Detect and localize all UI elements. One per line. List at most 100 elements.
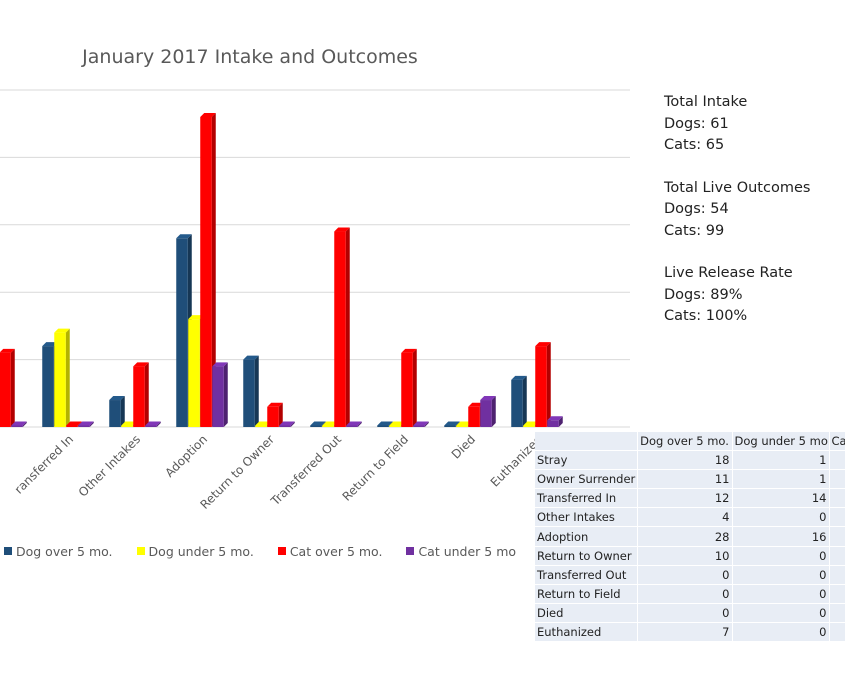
stat-line: Cats: 65: [664, 137, 725, 153]
table-cell: Transferred In: [535, 488, 638, 509]
table-cell: 0: [732, 565, 830, 585]
table-cell: 1: [732, 450, 830, 471]
bar: [212, 362, 228, 427]
bar: [109, 396, 125, 427]
bar: [200, 112, 216, 428]
bar: [54, 328, 70, 427]
legend-swatch: [4, 547, 12, 555]
legend-item: Cat over 5 mo.: [277, 543, 383, 559]
table-cell: [829, 507, 845, 528]
bar: [0, 348, 15, 427]
table-header-cell: [535, 432, 638, 452]
table-cell: Euthanized: [535, 622, 638, 643]
table-cell: Transferred Out: [535, 565, 638, 585]
bar: [78, 421, 94, 427]
legend-label: Dog over 5 mo.: [16, 543, 113, 559]
table-header-cell: Dog over 5 mo.: [637, 432, 733, 452]
table-header-row: Dog over 5 mo. Dog under 5 mo. Ca: [535, 432, 845, 452]
chart-title: January 2017 Intake and Outcomes: [81, 46, 418, 68]
table-row: Adoption 28 16: [535, 526, 845, 547]
legend-label: Cat over 5 mo.: [289, 543, 383, 559]
table-cell: 0: [732, 507, 830, 528]
bar: [413, 421, 429, 427]
stat-heading: Live Release Rate: [664, 265, 793, 281]
bar: [511, 375, 527, 427]
stat-group: Total Live Outcomes Dogs: 54 Cats: 99: [664, 178, 842, 243]
legend-swatch: [277, 547, 286, 555]
table-cell: 1: [732, 469, 830, 490]
bar: [145, 421, 161, 427]
summary-stats: Total Intake Dogs: 61 Cats: 65 Total Live O…: [664, 92, 842, 349]
table-cell: 0: [732, 603, 830, 623]
bar: [279, 421, 295, 427]
table-cell: Other Intakes: [535, 507, 638, 528]
table-cell: 0: [637, 584, 733, 604]
bar: [133, 362, 149, 427]
table-row: Transferred In 12 14: [535, 488, 845, 509]
table-cell: 0: [732, 584, 830, 604]
data-table: Dog over 5 mo. Dog under 5 mo. Ca Stray1…: [535, 432, 845, 643]
stat-line: Cats: 99: [664, 222, 725, 239]
table-cell: [829, 526, 845, 547]
table-cell: 11: [637, 469, 733, 490]
bar: [334, 227, 350, 427]
bar: [547, 416, 563, 427]
table-cell: [829, 488, 845, 509]
table-cell: Return to Field: [535, 584, 638, 604]
table-row: Return to Field 0 0: [535, 584, 845, 604]
stat-line: Dogs: 89%: [664, 286, 743, 303]
table-cell: 7: [637, 622, 733, 643]
stat-line: Dogs: 54: [664, 201, 729, 217]
legend-swatch: [136, 547, 145, 555]
legend-item: Dog over 5 mo.: [4, 544, 113, 559]
bar: [11, 421, 27, 427]
bar: [243, 355, 259, 427]
bar: [401, 348, 417, 427]
table-cell: 0: [732, 546, 830, 566]
table-cell: 0: [637, 565, 733, 585]
table-cell: Return to Owner: [535, 546, 638, 566]
x-tick-label: ransferred In: [12, 432, 76, 496]
table-header-cell: Dog under 5 mo.: [732, 432, 830, 452]
table-cell: [829, 584, 845, 604]
table-cell: 14: [732, 488, 830, 509]
table-cell: [829, 469, 845, 490]
stat-line: Cats: 100%: [664, 308, 748, 324]
legend-label: Dog under 5 mo.: [148, 543, 254, 559]
stat-group: Total Intake Dogs: 61 Cats: 65: [664, 92, 842, 157]
legend-item: Dog under 5 mo.: [136, 543, 254, 559]
legend-item: Cat under 5 mo: [406, 544, 516, 559]
x-tick-label: Adoption: [162, 432, 210, 480]
table-cell: 0: [637, 603, 733, 623]
x-tick-label: Return to Owner: [197, 432, 277, 512]
bar: [346, 421, 362, 427]
bar: [267, 402, 283, 427]
table-cell: Died: [535, 603, 638, 623]
table-cell: 16: [732, 526, 830, 547]
bar: [480, 396, 496, 427]
table-cell: [829, 603, 845, 623]
table-cell: 18: [637, 450, 733, 471]
table-cell: [829, 546, 845, 566]
table-cell: 12: [637, 488, 733, 509]
x-tick-label: Return to Field: [340, 432, 412, 504]
table-cell: [829, 622, 845, 643]
x-tick-label: Died: [449, 432, 478, 461]
table-cell: [829, 450, 845, 471]
x-tick-labels: ransferred In Other Intakes AdoptionReturn…: [12, 432, 545, 512]
table-cell: [829, 565, 845, 585]
x-tick-label: Other Intakes: [76, 432, 143, 499]
table-cell: 28: [637, 526, 733, 547]
legend-swatch: [406, 547, 415, 555]
table-cell: Adoption: [535, 526, 638, 547]
table-row: Transferred Out 0 0: [535, 565, 845, 585]
table-cell: Owner Surrender: [535, 469, 638, 490]
x-tick-label: Transferred Out: [268, 432, 345, 509]
stat-heading: Total Intake: [664, 94, 748, 110]
table-cell: 10: [637, 546, 733, 566]
table-row: Other Intakes 4 0: [535, 507, 845, 528]
bar: [535, 342, 551, 427]
legend-label: Cat under 5 mo: [418, 543, 517, 559]
table-row: Owner Surrender 11 1: [535, 469, 845, 490]
table-row: Died 0 0: [535, 603, 845, 623]
